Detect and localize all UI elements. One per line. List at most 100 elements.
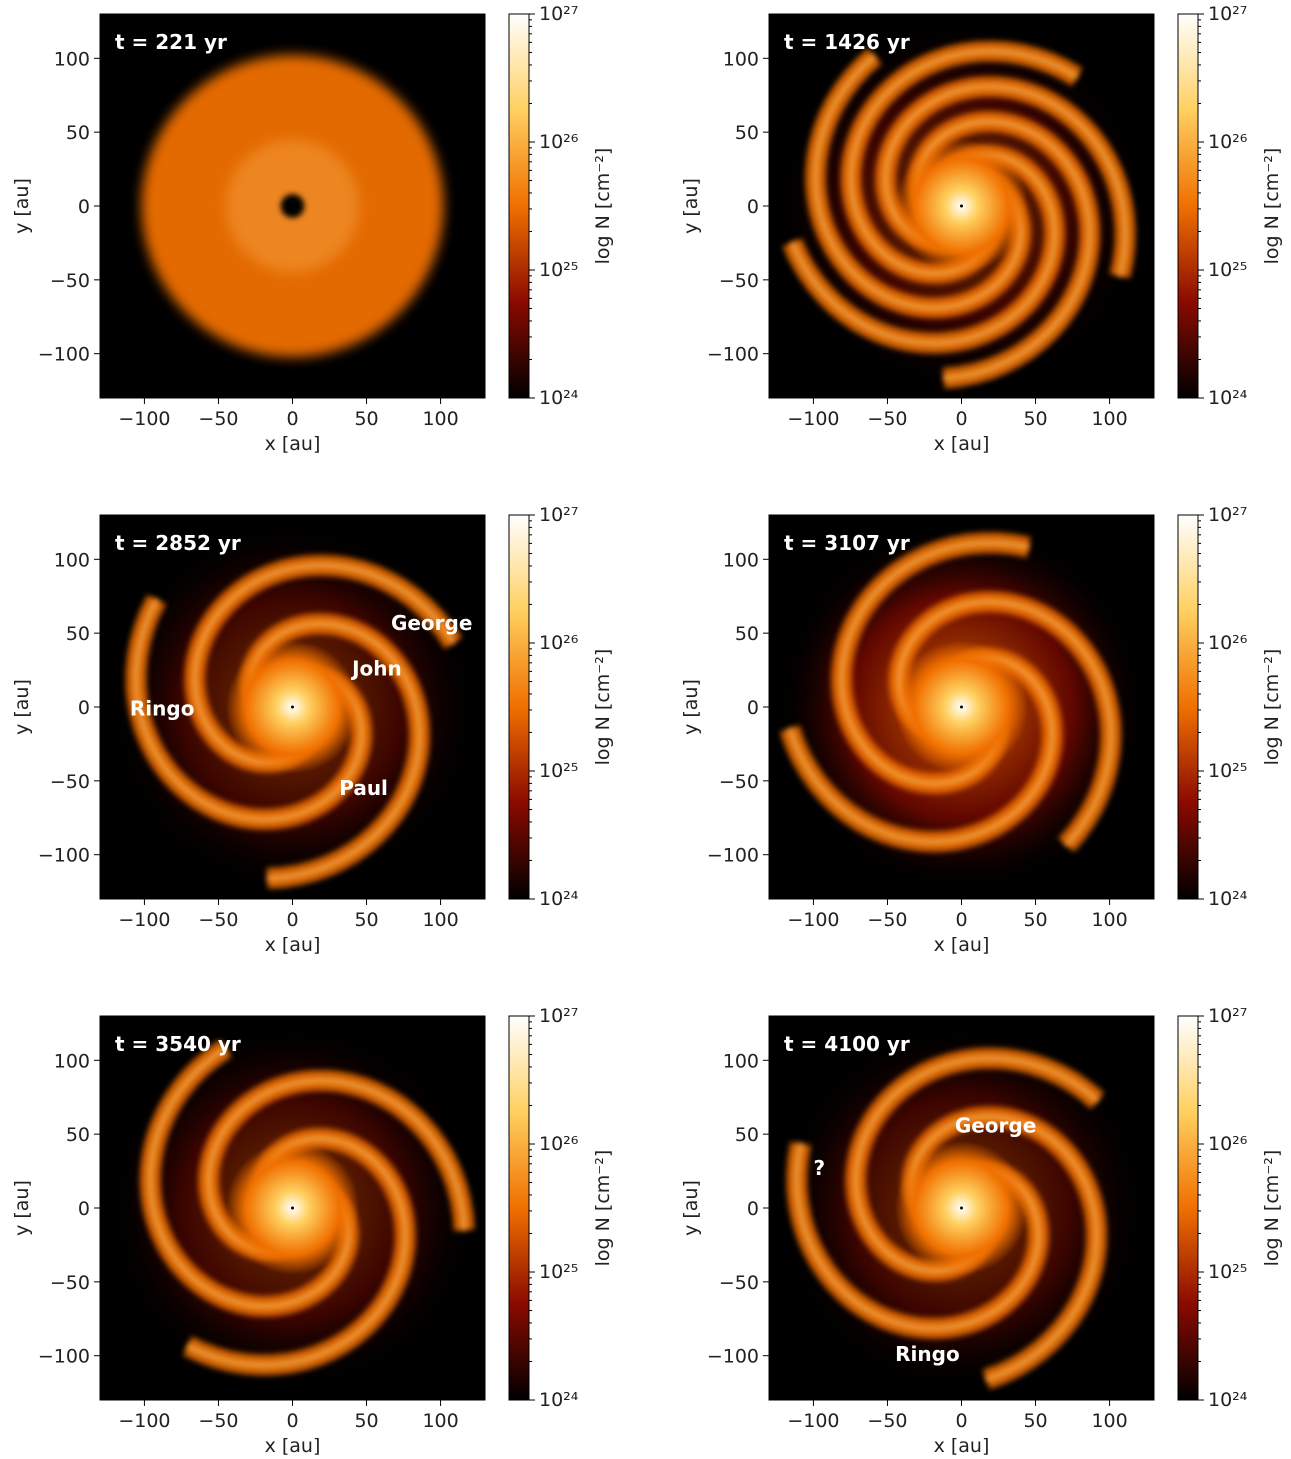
y-tick-label: −100	[38, 845, 90, 867]
x-axis-label: x [au]	[265, 1435, 321, 1455]
x-axis-label: x [au]	[934, 934, 990, 956]
y-tick-label: 0	[747, 196, 759, 218]
panel: t = 4100 yr George? Ringo −100 −50 0 50 100 −100…	[680, 1005, 1283, 1457]
y-tick-label: 50	[66, 122, 90, 144]
x-tick-label: 0	[286, 909, 298, 931]
colorbar-tick-label: 10²⁷	[1208, 504, 1247, 526]
x-axis-label: x [au]	[934, 433, 990, 455]
y-tick-label: 100	[54, 48, 90, 70]
y-tick-label: 100	[723, 1050, 759, 1072]
annotation: Ringo	[130, 696, 195, 720]
colorbar-label: log N [cm⁻²]	[592, 649, 614, 766]
annotation: George	[391, 611, 472, 635]
annotation: Paul	[339, 776, 388, 800]
y-tick-label: 0	[78, 196, 90, 218]
colorbar-tick-label: 10²⁴	[1208, 888, 1248, 910]
colorbar	[1177, 13, 1199, 399]
x-tick-label: 0	[955, 909, 967, 931]
panel-title: t = 2852 yr	[115, 531, 241, 555]
panel: t = 3540 yr −100 −50 0 50 100 −100 −50 0 50 100 x […	[11, 1005, 614, 1457]
y-tick-label: −100	[707, 1346, 759, 1368]
x-tick-label: −50	[198, 1410, 238, 1432]
center	[291, 1206, 294, 1210]
colorbar-tick-label: 10²⁷	[539, 504, 578, 526]
colorbar-tick-label: 10²⁵	[539, 259, 578, 281]
x-tick-label: −100	[118, 1410, 170, 1432]
y-tick-label: −100	[707, 845, 759, 867]
x-tick-label: 100	[1091, 408, 1127, 430]
x-tick-label: 100	[1091, 1410, 1127, 1432]
y-axis-label: y [au]	[680, 1180, 702, 1236]
colorbar-tick-label: 10²⁵	[1208, 1261, 1247, 1283]
center	[960, 705, 963, 709]
x-tick-label: 100	[422, 408, 458, 430]
colorbar-tick-label: 10²⁶	[539, 1133, 578, 1155]
x-tick-label: −50	[867, 1410, 907, 1432]
x-tick-label: 100	[422, 909, 458, 931]
annotation: ?	[814, 1156, 826, 1180]
y-tick-label: 50	[735, 122, 759, 144]
annotation: George	[955, 1113, 1036, 1137]
x-tick-label: −50	[867, 408, 907, 430]
colorbar-tick-label: 10²⁶	[1208, 131, 1247, 153]
panel-title: t = 221 yr	[115, 30, 227, 54]
y-tick-label: 0	[78, 697, 90, 719]
colorbar-tick-label: 10²⁶	[1208, 632, 1247, 654]
x-axis-label: x [au]	[265, 433, 321, 455]
y-tick-label: −100	[707, 344, 759, 366]
hole	[280, 194, 305, 218]
colorbar-tick-label: 10²⁴	[539, 1389, 579, 1411]
y-tick-label: −50	[50, 771, 90, 793]
x-tick-label: 100	[1091, 909, 1127, 931]
colorbar-label: log N [cm⁻²]	[592, 148, 614, 265]
center	[291, 705, 294, 709]
colorbar-tick-label: 10²⁴	[1208, 387, 1248, 409]
density-map	[769, 14, 1154, 398]
panel: t = 221 yr −100 −50 0 50 100 −100 −50 0 50 100 x [a…	[11, 3, 614, 455]
panel-title: t = 3540 yr	[115, 1032, 241, 1056]
y-axis-label: y [au]	[680, 178, 702, 234]
y-tick-label: −50	[719, 270, 759, 292]
colorbar	[1177, 514, 1199, 900]
density-map	[100, 515, 485, 899]
y-tick-label: −50	[719, 1272, 759, 1294]
y-axis-label: y [au]	[11, 679, 33, 735]
colorbar-label: log N [cm⁻²]	[1261, 148, 1283, 265]
colorbar-label: log N [cm⁻²]	[592, 1150, 614, 1267]
x-tick-label: 0	[286, 1410, 298, 1432]
colorbar-tick-label: 10²⁵	[1208, 760, 1247, 782]
x-tick-label: 50	[1023, 408, 1047, 430]
panel-title: t = 1426 yr	[784, 30, 910, 54]
colorbar-tick-label: 10²⁷	[539, 1005, 578, 1027]
colorbar-label: log N [cm⁻²]	[1261, 1150, 1283, 1267]
panel: t = 1426 yr −100 −50 0 50 100 −100 −50 0 50 100 x […	[680, 3, 1283, 455]
colorbar-tick-label: 10²⁷	[1208, 1005, 1247, 1027]
center	[960, 1206, 963, 1210]
x-tick-label: 100	[422, 1410, 458, 1432]
colorbar-tick-label: 10²⁶	[1208, 1133, 1247, 1155]
colorbar-tick-label: 10²⁵	[539, 1261, 578, 1283]
colorbar	[508, 1015, 530, 1401]
y-tick-label: −50	[719, 771, 759, 793]
y-axis-label: y [au]	[11, 1180, 33, 1236]
colorbar-tick-label: 10²⁶	[539, 632, 578, 654]
y-axis-label: y [au]	[11, 178, 33, 234]
y-tick-label: 100	[723, 549, 759, 571]
x-tick-label: 0	[955, 1410, 967, 1432]
density-map	[769, 515, 1154, 899]
center	[960, 204, 963, 208]
y-tick-label: 50	[735, 623, 759, 645]
x-tick-label: 50	[354, 909, 378, 931]
x-tick-label: 50	[1023, 1410, 1047, 1432]
x-tick-label: 0	[286, 408, 298, 430]
colorbar-tick-label: 10²⁷	[539, 3, 578, 25]
x-tick-label: 0	[955, 408, 967, 430]
y-tick-label: −50	[50, 1272, 90, 1294]
colorbar	[1177, 1015, 1199, 1401]
colorbar-tick-label: 10²⁵	[1208, 259, 1247, 281]
colorbar-tick-label: 10²⁵	[539, 760, 578, 782]
x-axis-label: x [au]	[934, 1435, 990, 1455]
colorbar-tick-label: 10²⁴	[1208, 1389, 1248, 1411]
colorbar-label: log N [cm⁻²]	[1261, 649, 1283, 766]
x-tick-label: −100	[787, 408, 839, 430]
